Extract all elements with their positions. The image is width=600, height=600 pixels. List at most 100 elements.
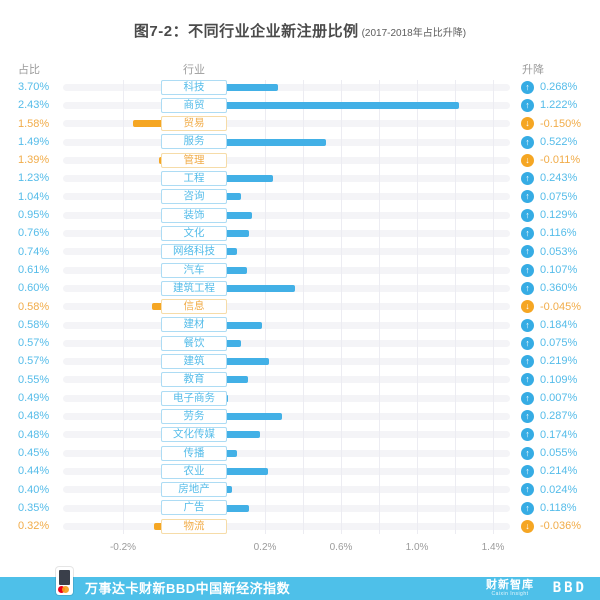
share-value: 3.70% — [18, 81, 50, 93]
bar-track — [63, 504, 510, 512]
industry-label: 传播 — [161, 445, 227, 461]
industry-row-10: 0.74% 网络科技 ↑ 0.053% — [0, 243, 600, 261]
column-header-change: 升降 — [522, 64, 544, 76]
industry-row-21: 0.45% 传播 ↑ 0.055% — [0, 444, 600, 462]
change-value: 0.219% — [540, 355, 578, 368]
up-arrow-icon: ↑ — [521, 80, 534, 94]
change-bar — [132, 120, 161, 128]
x-tick-label: 1.4% — [481, 542, 505, 553]
x-tick-label: 0.6% — [329, 542, 353, 553]
footer-bar: 万事达卡财新BBD中国新经济指数 财新智库 Caixin Insight BBD — [0, 567, 600, 600]
industry-label: 电子商务 — [161, 390, 227, 406]
share-value: 1.04% — [18, 190, 50, 203]
change-value: 0.053% — [540, 245, 578, 258]
change-bar — [158, 156, 161, 164]
industry-row-1: 3.70% 科技 ↑ 0.268% — [0, 78, 600, 96]
bar-chart-body: 3.70% 科技 ↑ 0.268% 2.43% 商贸 ↑ 1.222% 1.58% 贸易 ↓ -0.1… — [0, 78, 600, 536]
change-bar — [227, 431, 261, 439]
change-value: 0.287% — [540, 410, 578, 423]
bar-track — [63, 156, 510, 164]
share-value: 1.58% — [18, 117, 50, 130]
caixin-insight-logo: 财新智库 Caixin Insight — [486, 579, 534, 598]
up-arrow-icon: ↑ — [521, 227, 534, 241]
share-value: 0.58% — [18, 318, 50, 331]
industry-row-7: 1.04% 咨询 ↑ 0.075% — [0, 188, 600, 206]
share-value: 0.95% — [18, 209, 50, 222]
industry-row-11: 0.61% 汽车 ↑ 0.107% — [0, 261, 600, 279]
industry-label: 咨询 — [161, 189, 227, 205]
industry-label: 网络科技 — [161, 244, 227, 260]
up-arrow-icon: ↑ — [521, 355, 534, 369]
industry-label: 信息 — [161, 299, 227, 315]
bar-track — [63, 211, 510, 219]
bar-track — [63, 449, 510, 457]
bar-track — [63, 230, 510, 238]
share-value: 0.49% — [18, 392, 50, 405]
gridline — [123, 80, 124, 534]
industry-row-4: 1.49% 服务 ↑ 0.522% — [0, 133, 600, 151]
industry-label: 服务 — [161, 134, 227, 150]
change-value: 0.268% — [540, 81, 578, 93]
gridline — [455, 80, 456, 534]
industry-label: 建材 — [161, 317, 227, 333]
mastercard-card-screen — [59, 570, 70, 585]
share-value: 0.74% — [18, 245, 50, 258]
share-value: 2.43% — [18, 99, 50, 112]
gridline — [341, 80, 342, 534]
bar-track — [63, 376, 510, 384]
share-value: 0.55% — [18, 373, 50, 386]
change-bar — [227, 467, 268, 475]
industry-row-12: 0.60% 建筑工程 ↑ 0.360% — [0, 279, 600, 297]
mastercard-logo-icon — [56, 567, 73, 595]
industry-row-3: 1.58% 贸易 ↓ -0.150% — [0, 115, 600, 133]
caixin-logo-text: 财新智库 — [486, 579, 534, 591]
change-value: 0.024% — [540, 483, 578, 496]
change-bar — [227, 248, 238, 256]
up-arrow-icon: ↑ — [521, 190, 534, 204]
industry-label: 文化 — [161, 225, 227, 241]
industry-row-2: 2.43% 商贸 ↑ 1.222% — [0, 96, 600, 114]
up-arrow-icon: ↑ — [521, 245, 534, 259]
industry-row-19: 0.48% 劳务 ↑ 0.287% — [0, 407, 600, 425]
share-value: 0.35% — [18, 501, 50, 514]
change-value: 0.109% — [540, 373, 578, 386]
share-value: 0.61% — [18, 263, 50, 276]
gridline — [493, 80, 494, 534]
x-tick-label: 0.2% — [253, 542, 277, 553]
share-value: 0.76% — [18, 227, 50, 240]
column-header-share: 占比 — [18, 64, 40, 76]
industry-row-20: 0.48% 文化传媒 ↑ 0.174% — [0, 426, 600, 444]
change-bar — [227, 486, 232, 494]
change-bar — [227, 321, 262, 329]
page-title: 图7-2：不同行业企业新注册比例 (2017-2018年占比升降) — [0, 20, 600, 41]
industry-row-25: 0.32% 物流 ↓ -0.036% — [0, 517, 600, 535]
up-arrow-icon: ↑ — [521, 391, 534, 405]
bar-track — [63, 413, 510, 421]
industry-row-8: 0.95% 装饰 ↑ 0.129% — [0, 206, 600, 224]
bar-track — [63, 193, 510, 201]
change-bar — [227, 449, 238, 457]
change-bar — [227, 211, 252, 219]
change-value: 1.222% — [540, 99, 578, 112]
change-value: 0.243% — [540, 172, 578, 185]
industry-label: 餐饮 — [161, 335, 227, 351]
bar-track — [63, 175, 510, 183]
up-arrow-icon: ↑ — [521, 446, 534, 460]
x-tick-label: 1.0% — [405, 542, 429, 553]
change-value: 0.214% — [540, 465, 578, 478]
up-arrow-icon: ↑ — [521, 373, 534, 387]
share-value: 0.60% — [18, 282, 50, 295]
industry-label: 科技 — [161, 79, 227, 95]
change-bar — [227, 358, 269, 366]
bbd-logo: BBD — [552, 580, 587, 596]
bar-track — [63, 486, 510, 494]
industry-row-22: 0.44% 农业 ↑ 0.214% — [0, 462, 600, 480]
change-value: 0.360% — [540, 282, 578, 295]
industry-row-18: 0.49% 电子商务 ↑ 0.007% — [0, 389, 600, 407]
gridline — [303, 80, 304, 534]
change-bar — [152, 303, 161, 311]
industry-row-6: 1.23% 工程 ↑ 0.243% — [0, 169, 600, 187]
industry-row-23: 0.40% 房地产 ↑ 0.024% — [0, 481, 600, 499]
up-arrow-icon: ↑ — [521, 135, 534, 149]
up-arrow-icon: ↑ — [521, 501, 534, 515]
